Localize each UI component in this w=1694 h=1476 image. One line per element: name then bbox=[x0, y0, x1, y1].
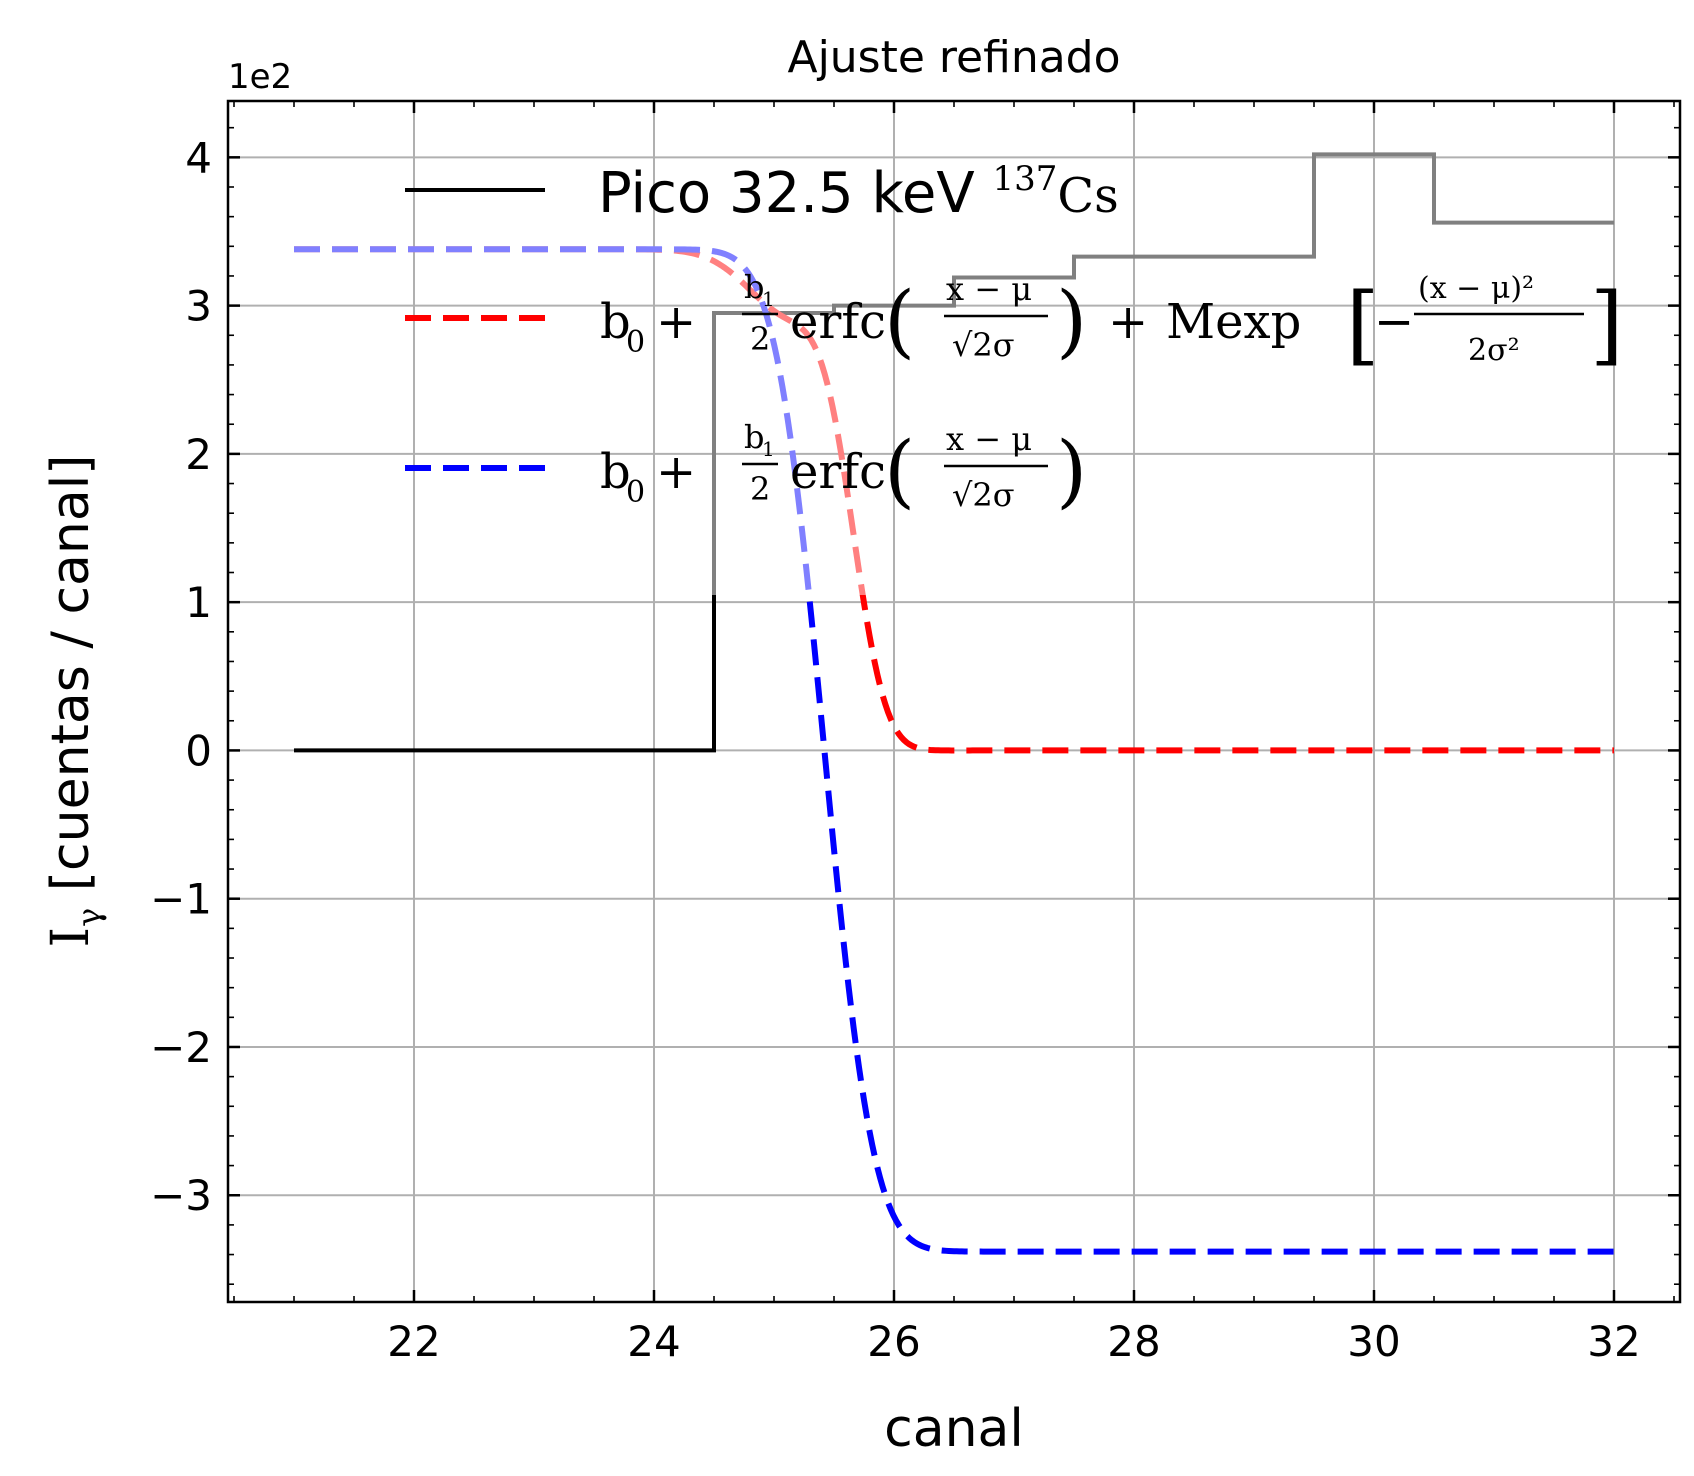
lf-two: 2 bbox=[750, 320, 770, 358]
legend-label-erfc-fit: b 0 + b 1 2 erfc ( x − μ √2σ ) bbox=[600, 418, 1087, 517]
series-full-fit-lower bbox=[859, 594, 1614, 754]
legend-label-data: Pico 32.5 keV 137Cs bbox=[598, 159, 1119, 226]
lf-b0: b bbox=[600, 294, 631, 350]
le-b1-sub: 1 bbox=[762, 437, 775, 461]
lf-num: x − μ bbox=[946, 270, 1032, 308]
x-axis-label: canal bbox=[884, 1399, 1024, 1459]
legend-label-data-sup: 137 bbox=[992, 159, 1057, 199]
x-tick-label: 30 bbox=[1347, 1317, 1400, 1366]
series-data-step-upper bbox=[712, 152, 1614, 595]
y-axis-label-suffix: [cuentas / canal] bbox=[41, 455, 101, 908]
le-num: x − μ bbox=[946, 420, 1032, 458]
le-b1: b bbox=[744, 418, 764, 456]
le-den: √2σ bbox=[952, 476, 1015, 514]
series-erfc-fit-lower bbox=[806, 594, 1614, 1255]
lf-den: √2σ bbox=[952, 326, 1015, 364]
le-b0: b bbox=[600, 444, 631, 500]
le-erfc: erfc bbox=[790, 444, 886, 500]
x-tick-label: 26 bbox=[867, 1317, 920, 1366]
y-axis-label-main: I bbox=[41, 927, 101, 948]
y-tick-label: 0 bbox=[185, 726, 212, 775]
legend-label-data-element: Cs bbox=[1057, 168, 1118, 224]
le-b0-sub: 0 bbox=[626, 475, 645, 510]
lf-b0-sub: 0 bbox=[626, 325, 645, 360]
lf-b1-sub: 1 bbox=[762, 287, 775, 311]
y-axis-label: Iγ [cuentas / canal] bbox=[41, 455, 108, 948]
le-rparen: ) bbox=[1056, 424, 1087, 517]
y-tick-label: −2 bbox=[150, 1023, 212, 1072]
y-tick-label: −1 bbox=[150, 875, 212, 924]
series-data-step-lower bbox=[294, 594, 716, 753]
y-axis-label-subscript: γ bbox=[70, 908, 108, 927]
series-layer bbox=[294, 152, 1614, 1255]
x-tick-label: 32 bbox=[1587, 1317, 1640, 1366]
x-tick-label: 22 bbox=[387, 1317, 440, 1366]
lf-plus1: + bbox=[656, 294, 696, 350]
chart-title: Ajuste refinado bbox=[787, 32, 1120, 83]
lf-num2: (x − μ)² bbox=[1418, 271, 1534, 306]
lf-plus2: + bbox=[1108, 294, 1148, 350]
y-axis-multiplier: 1e2 bbox=[228, 57, 292, 97]
lf-lparen: ( bbox=[884, 274, 915, 367]
lf-lbracket: [ bbox=[1346, 275, 1380, 375]
lf-b1: b bbox=[744, 268, 764, 306]
y-tick-label: −3 bbox=[150, 1171, 212, 1220]
lf-rbracket: ] bbox=[1590, 275, 1624, 375]
le-lparen: ( bbox=[884, 424, 915, 517]
lf-erfc: erfc bbox=[790, 294, 886, 350]
y-tick-label: 3 bbox=[185, 282, 212, 331]
x-tick-label: 24 bbox=[627, 1317, 680, 1366]
y-tick-label: 1 bbox=[185, 578, 212, 627]
lf-minus: − bbox=[1374, 294, 1414, 350]
lf-den2: 2σ² bbox=[1468, 333, 1520, 368]
lf-mexp: Mexp bbox=[1166, 294, 1301, 350]
x-tick-label: 28 bbox=[1107, 1317, 1160, 1366]
y-tick-label: 4 bbox=[185, 133, 212, 182]
legend-label-data-text: Pico 32.5 keV bbox=[598, 161, 992, 226]
legend-label-full-fit: b 0 + b 1 2 erfc ( x − μ √2σ ) + Mexp [ … bbox=[600, 268, 1624, 375]
lf-rparen: ) bbox=[1056, 274, 1087, 367]
legend: Pico 32.5 keV 137Cs b 0 + b 1 2 erfc ( x… bbox=[405, 159, 1624, 517]
y-tick-label: 2 bbox=[185, 430, 212, 479]
le-two: 2 bbox=[750, 470, 770, 508]
le-plus1: + bbox=[656, 444, 696, 500]
ticks bbox=[228, 101, 1680, 1302]
